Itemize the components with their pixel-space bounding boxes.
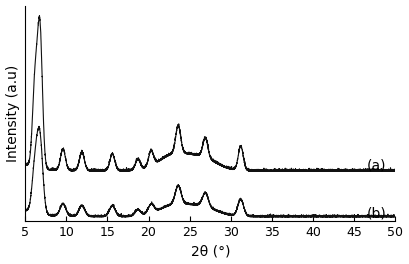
Y-axis label: Intensity (a.u): Intensity (a.u) — [6, 65, 20, 162]
Text: (b): (b) — [366, 207, 387, 221]
X-axis label: 2θ (°): 2θ (°) — [191, 244, 230, 258]
Text: (a): (a) — [366, 158, 386, 172]
